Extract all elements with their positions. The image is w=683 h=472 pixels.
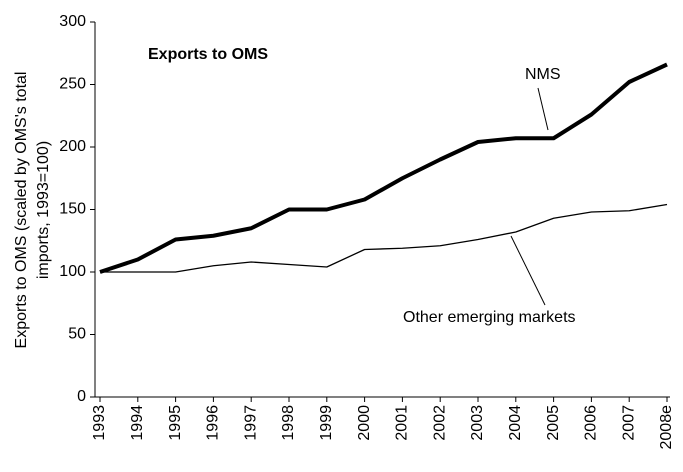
x-tick-label: 2007	[620, 405, 637, 441]
x-tick-label: 1994	[129, 405, 146, 441]
series-line	[100, 203, 668, 273]
y-tick-label: 250	[59, 76, 86, 93]
y-axis-label: imports, 1993=100)	[35, 141, 52, 279]
x-tick-label: 1993	[91, 405, 108, 441]
x-tick-label: 1999	[318, 405, 335, 441]
chart-title: Exports to OMS	[148, 46, 268, 63]
pointer	[510, 235, 546, 306]
series-label: Other emerging markets	[403, 309, 576, 326]
x-tick-label: 2002	[431, 405, 448, 441]
x-tick-label: 2004	[507, 405, 524, 441]
x-tick-label: 1995	[167, 405, 184, 441]
x-tick-label: 2006	[583, 405, 600, 441]
x-tick-label: 2001	[394, 405, 411, 441]
y-tick-label: 100	[59, 263, 86, 280]
x-tick-label: 1996	[205, 405, 222, 441]
pointer	[537, 87, 549, 131]
x-tick-label: 2003	[469, 405, 486, 441]
y-tick-label: 50	[68, 326, 86, 343]
y-tick-label: 150	[59, 201, 86, 218]
x-tick-label: 2005	[545, 405, 562, 441]
x-tick-label: 1998	[280, 405, 297, 441]
y-axis-label: Exports to OMS (scaled by OMS's total	[13, 72, 30, 349]
x-tick-label: 2000	[356, 405, 373, 441]
series-label: NMS	[525, 66, 561, 83]
y-tick-label: 200	[59, 138, 86, 155]
y-tick-label: 300	[59, 13, 86, 30]
y-tick-label: 0	[77, 388, 86, 405]
x-tick-label: 1997	[242, 405, 259, 441]
x-tick-label: 2008e	[658, 405, 675, 450]
series-line	[99, 62, 668, 274]
